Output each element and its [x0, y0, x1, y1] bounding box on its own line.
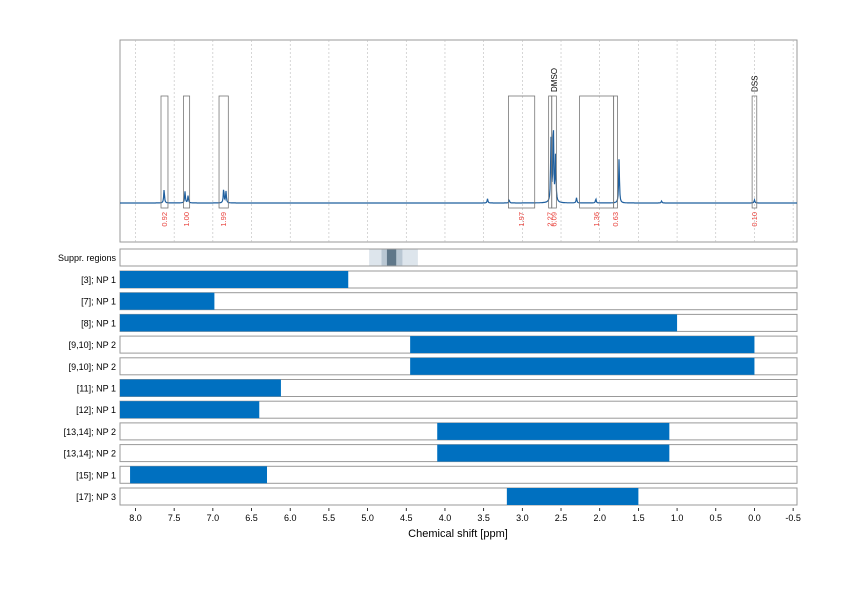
integration-region-box	[613, 95, 618, 209]
range-bar	[437, 422, 670, 440]
row-label: [13,14]; NP 2	[64, 427, 116, 437]
x-tick-label: 5.0	[361, 513, 374, 523]
range-bar	[120, 379, 281, 397]
x-tick-label: 7.5	[168, 513, 181, 523]
spectrum-panel: 0.92 1.00 1.99 1.97 2.276.09 DMSO 1.36 0.63 0.10…	[119, 39, 798, 243]
integral-value: 0.63	[611, 212, 620, 227]
x-tick-label: 2.0	[593, 513, 606, 523]
integration-region-box	[218, 95, 229, 209]
row-label: [7]; NP 1	[81, 297, 116, 307]
range-bar	[410, 336, 755, 354]
integration-region-box	[751, 95, 758, 209]
range-bar	[120, 314, 678, 332]
row-label: [12]; NP 1	[76, 405, 116, 415]
range-bar	[120, 271, 349, 288]
range-bar	[130, 466, 268, 484]
row-label: [3]; NP 1	[81, 275, 116, 285]
row-frame	[119, 465, 798, 484]
x-tick-label: 1.0	[671, 513, 684, 523]
x-axis-label: Chemical shift [ppm]	[408, 528, 508, 540]
suppression-panel: Suppr. regions	[58, 248, 798, 267]
row-label: [15]; NP 1	[76, 470, 116, 480]
integral-value: 1.99	[219, 212, 228, 227]
x-tick-label: 4.5	[400, 513, 413, 523]
suppression-band	[386, 249, 397, 266]
row-label: [17]; NP 3	[76, 492, 116, 502]
row-frame	[119, 292, 798, 311]
integration-region-box	[183, 95, 191, 209]
compound-label: DSS	[750, 76, 759, 92]
spectrum-frame	[119, 39, 798, 243]
row-label: [8]; NP 1	[81, 318, 116, 328]
integral-value: 2.27	[546, 212, 555, 227]
x-tick-label: 4.0	[439, 513, 452, 523]
integral-value: 6.09	[550, 212, 559, 227]
x-tick-label: 6.0	[284, 513, 297, 523]
x-tick-label: 8.0	[129, 513, 142, 523]
integral-value: 1.36	[592, 212, 601, 227]
integration-region-box	[508, 95, 536, 209]
integral-value: 0.92	[160, 212, 169, 227]
spectrum-line	[120, 130, 797, 204]
x-tick-label: 3.0	[516, 513, 529, 523]
x-tick-label: 0.0	[748, 513, 761, 523]
row-label: [9,10]; NP 2	[69, 340, 116, 350]
row-label: [9,10]; NP 2	[69, 362, 116, 372]
range-bar	[410, 357, 755, 375]
x-tick-label: 1.5	[632, 513, 645, 523]
x-axis: 8.0 7.5 7.0 6.5 6.0 5.5 5.0 4.5 4.0 3.5 3.0 2.5 2.0 1…	[129, 508, 801, 523]
x-tick-label: -0.5	[785, 513, 801, 523]
x-tick-label: 6.5	[245, 513, 258, 523]
integration-region-box	[160, 95, 169, 209]
range-rows-panel: [3]; NP 1 [7]; NP 1 [8]; NP 1 [9,10]; NP 2 […	[64, 270, 798, 506]
integral-value: 0.10	[750, 212, 759, 227]
range-bar	[120, 401, 260, 419]
range-bar	[506, 488, 639, 505]
x-tick-label: 3.5	[477, 513, 490, 523]
row-label: [13,14]; NP 2	[64, 449, 116, 459]
x-tick-label: 5.5	[323, 513, 336, 523]
x-tick-label: 2.5	[555, 513, 568, 523]
integral-value: 1.00	[182, 212, 191, 227]
integral-value: 1.97	[517, 212, 526, 227]
compound-label: DMSO	[550, 68, 559, 92]
range-bar	[437, 444, 670, 462]
integration-region-box	[579, 95, 615, 209]
x-tick-label: 7.0	[207, 513, 220, 523]
row-frame	[119, 487, 798, 506]
range-bar	[120, 292, 215, 310]
suppression-frame	[119, 248, 798, 267]
x-tick-label: 0.5	[710, 513, 723, 523]
integration-region-box	[551, 95, 557, 209]
row-label: [11]; NP 1	[77, 384, 116, 394]
suppression-label: Suppr. regions	[58, 253, 117, 263]
